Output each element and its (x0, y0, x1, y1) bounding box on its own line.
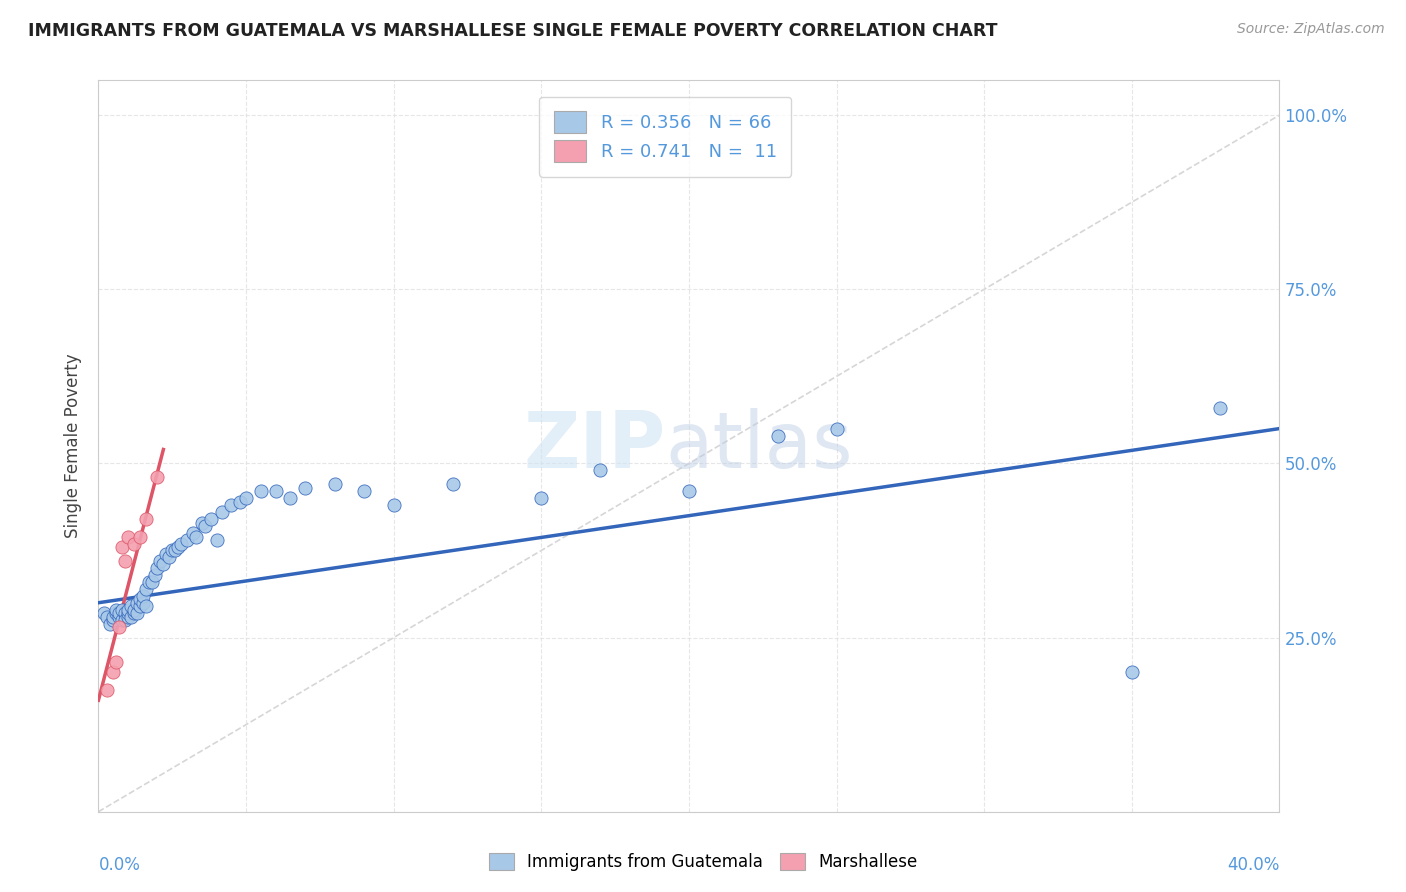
Point (132, 596, 155, 610)
Point (122, 536, 145, 550)
Point (135, 582, 157, 596)
Point (176, 533, 198, 547)
Point (125, 596, 148, 610)
Text: IMMIGRANTS FROM GUATEMALA VS MARSHALLESE SINGLE FEMALE POVERTY CORRELATION CHART: IMMIGRANTS FROM GUATEMALA VS MARSHALLESE… (28, 22, 998, 40)
Y-axis label: Single Female Poverty: Single Female Poverty (65, 354, 83, 538)
Point (1121, 665, 1143, 680)
Point (117, 606, 139, 620)
Point (93, 606, 115, 620)
Point (280, 491, 302, 506)
Point (96, 682, 118, 697)
Point (103, 665, 125, 680)
Point (108, 620, 131, 634)
Point (108, 609, 131, 624)
Point (264, 484, 287, 499)
Point (152, 558, 174, 572)
Point (111, 540, 134, 554)
Point (138, 574, 160, 589)
Point (114, 613, 136, 627)
Point (353, 484, 375, 499)
Point (162, 543, 183, 558)
Point (323, 477, 346, 491)
Point (96, 609, 118, 624)
Point (105, 603, 128, 617)
Point (114, 554, 136, 568)
Point (141, 574, 163, 589)
Point (117, 609, 139, 624)
Point (825, 421, 848, 435)
Point (165, 543, 187, 558)
Point (128, 592, 150, 607)
Point (221, 498, 243, 512)
Legend: R = 0.356   N = 66, R = 0.741   N =  11: R = 0.356 N = 66, R = 0.741 N = 11 (540, 96, 792, 177)
Point (103, 613, 125, 627)
Point (211, 505, 233, 519)
Text: atlas: atlas (665, 408, 853, 484)
Point (111, 603, 134, 617)
Point (105, 606, 128, 620)
Point (766, 428, 789, 442)
Point (149, 554, 172, 568)
Point (205, 533, 228, 547)
Point (117, 603, 139, 617)
Point (235, 491, 257, 506)
Point (200, 512, 222, 526)
Point (1209, 401, 1232, 415)
Text: 0.0%: 0.0% (98, 855, 141, 873)
Point (122, 606, 145, 620)
Point (191, 516, 214, 530)
Point (157, 550, 180, 565)
Point (128, 530, 150, 544)
Point (132, 589, 155, 603)
Point (146, 561, 169, 575)
Point (530, 491, 553, 506)
Point (294, 481, 316, 495)
Text: ZIP: ZIP (523, 408, 665, 484)
Point (135, 512, 157, 526)
Point (184, 530, 207, 544)
Point (105, 655, 128, 669)
Point (122, 603, 145, 617)
Point (125, 606, 148, 620)
Point (194, 519, 217, 533)
Point (167, 540, 190, 554)
Point (120, 609, 142, 624)
Point (229, 494, 252, 508)
Text: 40.0%: 40.0% (1227, 855, 1279, 873)
Point (135, 599, 157, 614)
Point (111, 613, 134, 627)
Point (382, 498, 405, 512)
Point (250, 484, 273, 499)
Point (170, 536, 193, 550)
Text: Source: ZipAtlas.com: Source: ZipAtlas.com (1237, 22, 1385, 37)
Point (146, 470, 169, 484)
Point (143, 567, 166, 582)
Point (114, 606, 136, 620)
Point (98, 616, 121, 631)
Point (108, 606, 131, 620)
Point (103, 609, 125, 624)
Point (181, 526, 204, 541)
Point (128, 599, 150, 614)
Point (120, 599, 142, 614)
Point (678, 484, 700, 499)
Legend: Immigrants from Guatemala, Marshallese: Immigrants from Guatemala, Marshallese (481, 845, 925, 880)
Point (155, 547, 177, 561)
Point (441, 477, 464, 491)
Point (589, 463, 612, 477)
Point (117, 530, 139, 544)
